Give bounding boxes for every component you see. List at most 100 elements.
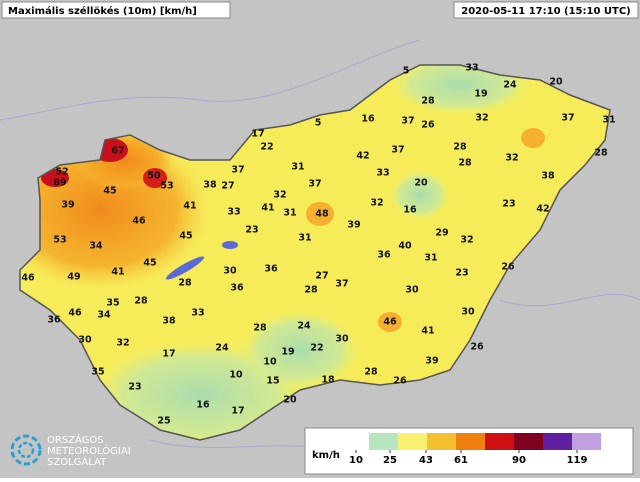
station-value: 34 bbox=[89, 241, 103, 252]
station-value: 30 bbox=[223, 266, 237, 277]
station-value: 31 bbox=[602, 115, 615, 126]
colorbar-segment bbox=[572, 433, 602, 450]
station-value: 41 bbox=[261, 203, 274, 214]
station-value: 30 bbox=[461, 307, 475, 318]
station-value: 41 bbox=[421, 326, 434, 337]
station-value: 30 bbox=[78, 335, 92, 346]
station-value: 35 bbox=[106, 298, 119, 309]
station-value: 16 bbox=[196, 400, 210, 411]
station-value: 89 bbox=[53, 178, 66, 189]
station-value: 48 bbox=[315, 209, 329, 220]
legend-tick-label: 119 bbox=[567, 455, 588, 466]
station-value: 28 bbox=[304, 285, 318, 296]
station-value: 45 bbox=[143, 258, 156, 269]
station-value: 22 bbox=[260, 142, 273, 153]
legend-tick-label: 25 bbox=[383, 455, 397, 466]
station-value: 67 bbox=[111, 146, 124, 157]
legend-tick-label: 10 bbox=[349, 455, 363, 466]
station-value: 49 bbox=[67, 272, 80, 283]
station-value: 28 bbox=[364, 367, 378, 378]
station-value: 45 bbox=[179, 231, 192, 242]
colorbar-segment bbox=[601, 433, 631, 450]
station-value: 37 bbox=[308, 179, 321, 190]
legend-unit: km/h bbox=[312, 450, 340, 461]
station-value: 37 bbox=[335, 279, 348, 290]
station-value: 37 bbox=[231, 165, 244, 176]
station-value: 17 bbox=[162, 349, 175, 360]
colorbar: 10 25 43 61 90 119 bbox=[340, 433, 631, 466]
station-value: 46 bbox=[21, 273, 35, 284]
title-box bbox=[1, 1, 231, 19]
station-value: 41 bbox=[111, 267, 124, 278]
station-value: 20 bbox=[283, 395, 297, 406]
station-value: 46 bbox=[68, 308, 82, 319]
station-value: 28 bbox=[594, 148, 608, 159]
station-value: 19 bbox=[281, 347, 294, 358]
colorbar-segment bbox=[543, 433, 573, 450]
logo-text: SZOLGÁLAT bbox=[47, 455, 107, 468]
station-value: 32 bbox=[475, 113, 488, 124]
station-value: 34 bbox=[97, 310, 111, 321]
colorbar-segment bbox=[340, 433, 370, 450]
station-value: 26 bbox=[393, 376, 407, 387]
colorbar-segment bbox=[514, 433, 544, 450]
station-value: 33 bbox=[465, 63, 478, 74]
station-value: 20 bbox=[414, 178, 428, 189]
station-value: 53 bbox=[160, 181, 173, 192]
station-value: 28 bbox=[421, 96, 435, 107]
station-value: 52 bbox=[55, 167, 68, 178]
station-value: 36 bbox=[230, 283, 244, 294]
station-value: 35 bbox=[91, 367, 104, 378]
station-value: 38 bbox=[162, 316, 176, 327]
station-value: 30 bbox=[335, 334, 349, 345]
colorbar-segment bbox=[456, 433, 486, 450]
station-value: 39 bbox=[347, 220, 360, 231]
station-value: 41 bbox=[183, 201, 196, 212]
station-value: 26 bbox=[501, 262, 515, 273]
station-value: 33 bbox=[376, 168, 389, 179]
station-value: 17 bbox=[251, 129, 264, 140]
station-value: 18 bbox=[321, 375, 335, 386]
station-value: 10 bbox=[263, 357, 277, 368]
station-value: 33 bbox=[191, 308, 204, 319]
station-value: 28 bbox=[178, 278, 192, 289]
station-value: 23 bbox=[455, 268, 468, 279]
station-value: 26 bbox=[421, 120, 435, 131]
legend-tick-label: 61 bbox=[454, 455, 468, 466]
station-value: 22 bbox=[310, 343, 323, 354]
station-value: 27 bbox=[221, 181, 234, 192]
station-value: 15 bbox=[266, 376, 279, 387]
legend-tick-label: 90 bbox=[512, 455, 526, 466]
station-value: 28 bbox=[458, 158, 472, 169]
station-value: 42 bbox=[536, 204, 549, 215]
station-value: 31 bbox=[424, 253, 437, 264]
colorbar-segment bbox=[398, 433, 428, 450]
station-value: 37 bbox=[561, 113, 574, 124]
station-value: 28 bbox=[453, 142, 467, 153]
colorbar-segment bbox=[485, 433, 515, 450]
station-value: 31 bbox=[298, 233, 311, 244]
station-value: 23 bbox=[245, 225, 258, 236]
station-value: 38 bbox=[541, 171, 555, 182]
colorbar-segment bbox=[369, 433, 399, 450]
station-value: 25 bbox=[157, 416, 170, 427]
station-value: 39 bbox=[425, 356, 438, 367]
station-value: 50 bbox=[147, 171, 161, 182]
station-value: 10 bbox=[229, 370, 243, 381]
station-value: 32 bbox=[370, 198, 383, 209]
station-value: 36 bbox=[264, 264, 278, 275]
station-value: 5 bbox=[403, 66, 410, 77]
station-value: 5 bbox=[315, 118, 322, 129]
station-value: 53 bbox=[53, 235, 66, 246]
station-value: 38 bbox=[203, 180, 217, 191]
station-value: 17 bbox=[231, 406, 244, 417]
station-value: 23 bbox=[502, 199, 515, 210]
station-value: 29 bbox=[435, 228, 448, 239]
station-value: 30 bbox=[405, 285, 419, 296]
time-box bbox=[453, 1, 639, 19]
station-value: 20 bbox=[549, 77, 563, 88]
station-value: 16 bbox=[403, 205, 417, 216]
station-value: 39 bbox=[61, 200, 74, 211]
